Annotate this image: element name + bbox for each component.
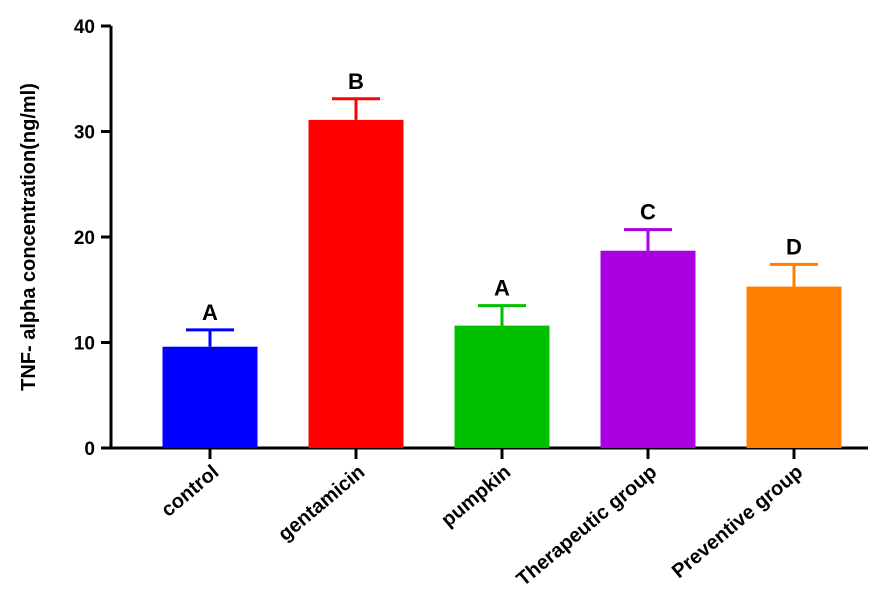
significance-label: A bbox=[202, 300, 218, 325]
y-tick-label: 30 bbox=[74, 123, 95, 144]
bar bbox=[746, 286, 842, 448]
significance-label: D bbox=[786, 234, 802, 259]
significance-label: A bbox=[494, 276, 510, 301]
y-tick-label: 10 bbox=[74, 334, 95, 355]
y-axis-title: TNF- alpha concentration(ng/ml) bbox=[18, 83, 40, 391]
y-tick-label: 40 bbox=[74, 17, 95, 38]
x-tick-label: pumpkin bbox=[437, 461, 515, 531]
bar bbox=[454, 325, 550, 448]
bar bbox=[162, 346, 258, 448]
x-tick-label: control bbox=[157, 461, 223, 521]
x-tick-label: gentamicin bbox=[274, 461, 369, 546]
x-tick-label: Therapeutic group bbox=[513, 461, 662, 591]
y-tick-label: 20 bbox=[74, 228, 95, 249]
y-tick-label: 0 bbox=[84, 439, 95, 460]
x-tick-label: Preventive group bbox=[668, 461, 807, 583]
y-axis: 0 10 20 30 40 bbox=[74, 17, 113, 460]
bars: A B A C D bbox=[162, 69, 842, 449]
significance-label: C bbox=[640, 200, 656, 225]
bar bbox=[308, 119, 404, 449]
bar bbox=[600, 250, 696, 448]
significance-label: B bbox=[348, 69, 364, 94]
